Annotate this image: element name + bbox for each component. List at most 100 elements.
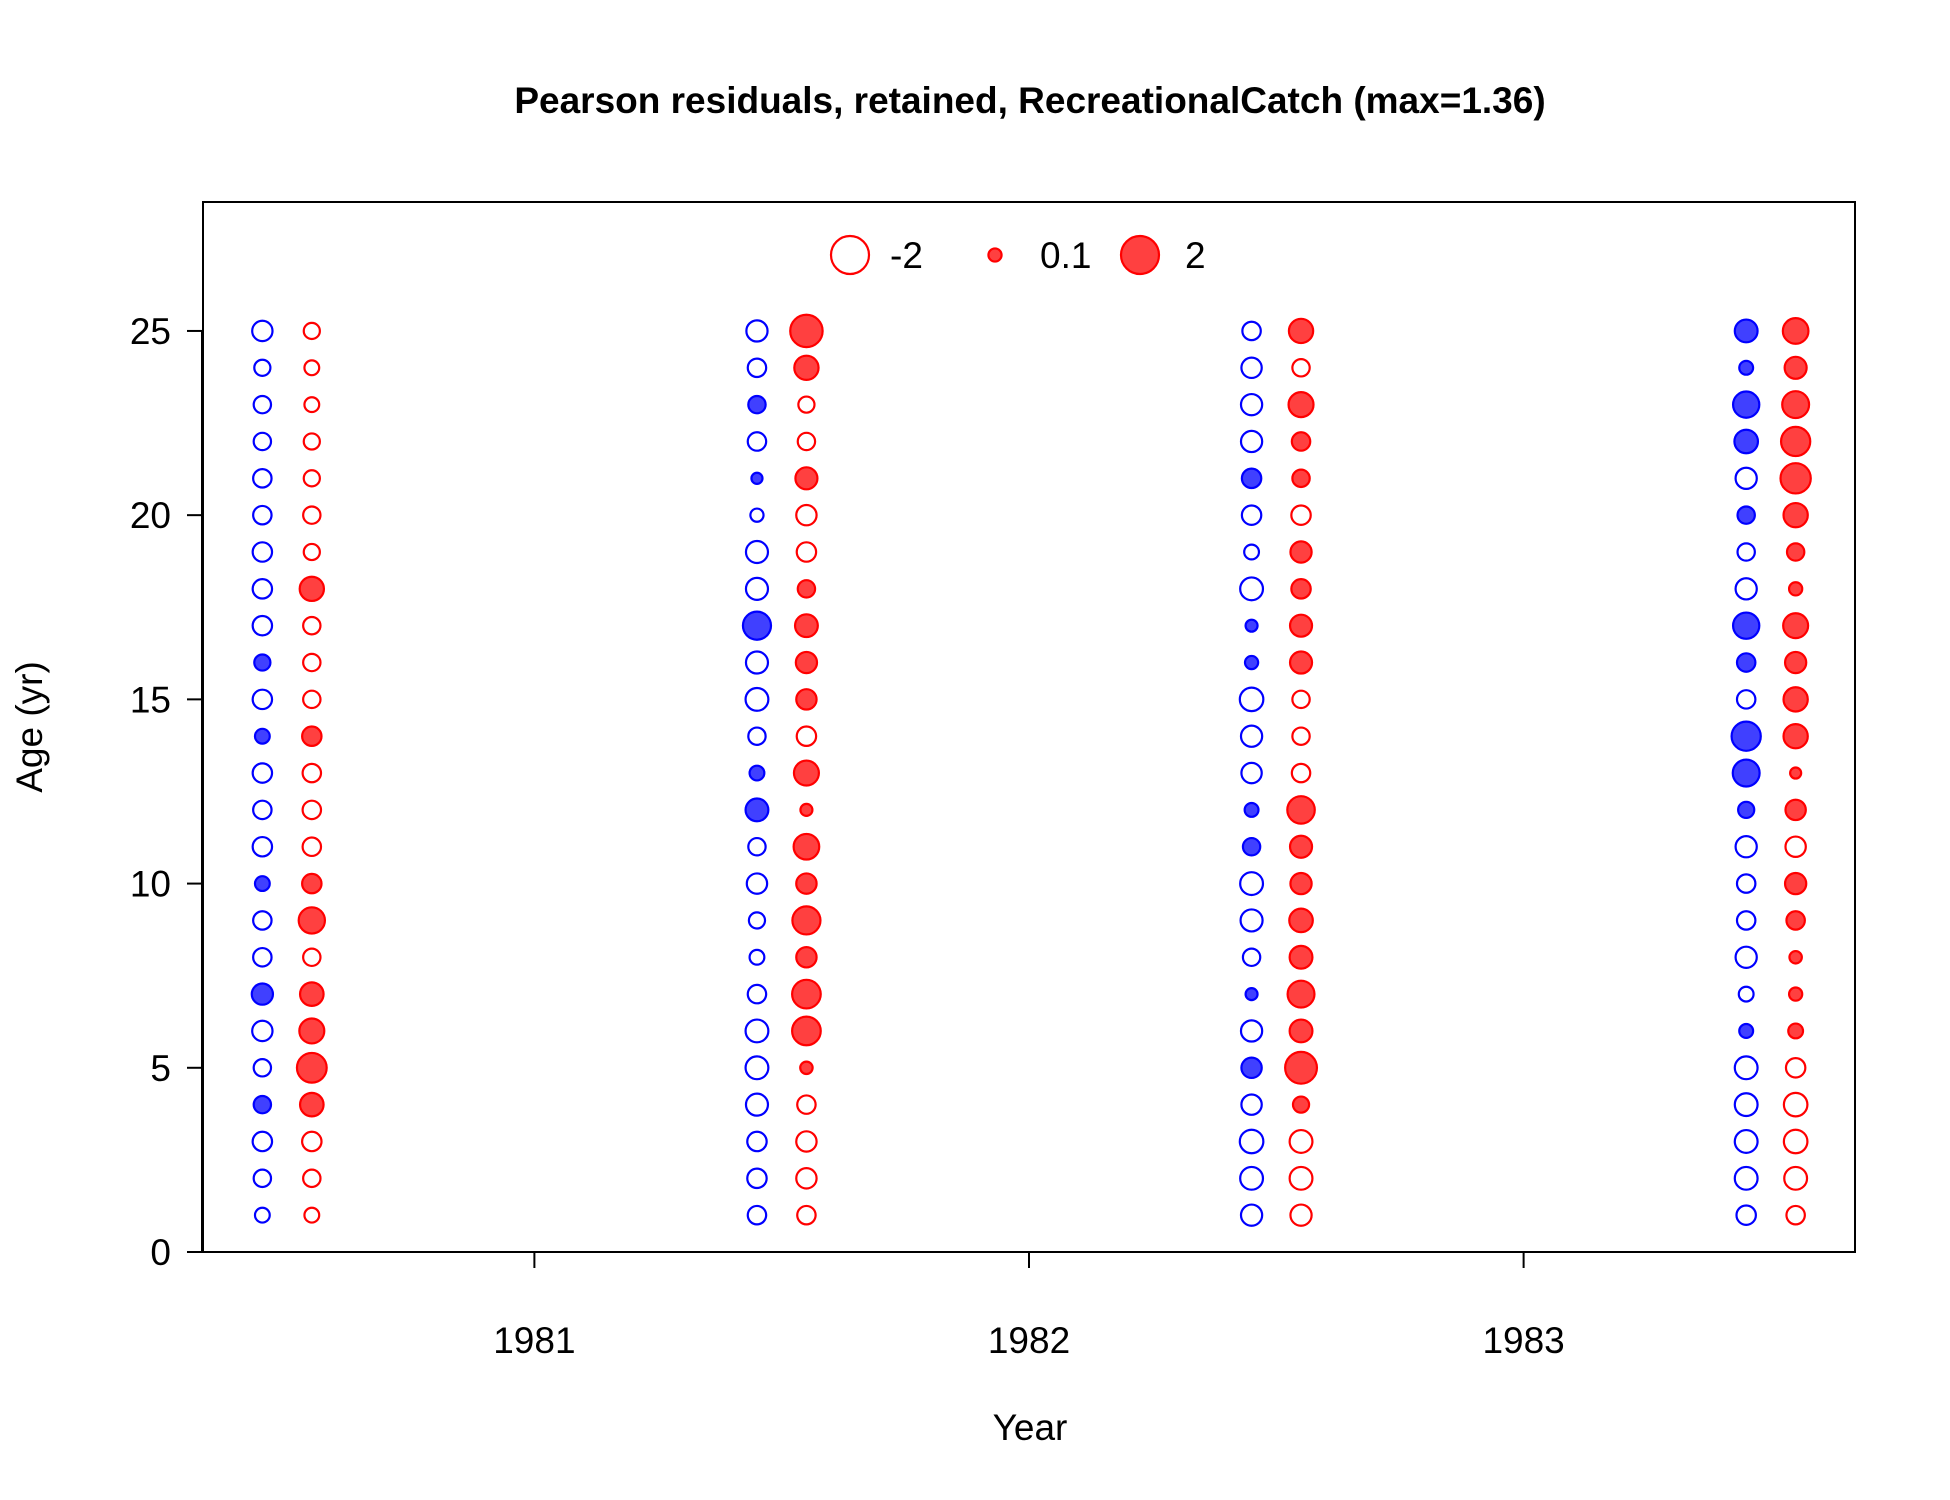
y-axis: 0 5 10 15 20 25 xyxy=(130,311,203,1273)
residual-bubble xyxy=(1289,871,1313,896)
residual-bubble xyxy=(1291,358,1311,378)
residual-bubble xyxy=(301,725,323,748)
residual-bubble xyxy=(1787,1022,1805,1040)
residual-bubble xyxy=(302,652,322,673)
residual-bubble xyxy=(1290,578,1312,600)
residual-bubble xyxy=(1735,1204,1757,1226)
residual-bubble xyxy=(252,431,273,452)
residual-bubble xyxy=(1733,1128,1759,1154)
residual-bubble xyxy=(252,910,273,931)
residual-bubble xyxy=(302,432,321,451)
residual-bubble xyxy=(1783,871,1808,896)
residual-bubble xyxy=(1734,577,1758,601)
residual-bubble xyxy=(792,759,820,787)
residual-bubble xyxy=(253,1206,271,1224)
residual-bubble xyxy=(1290,504,1312,526)
residual-bubble xyxy=(1784,1056,1807,1079)
y-tick-label: 20 xyxy=(130,495,171,536)
residual-bubble xyxy=(1734,945,1758,969)
residual-bubble xyxy=(251,762,274,784)
residual-bubble xyxy=(250,982,275,1006)
residual-bubble xyxy=(791,1015,822,1047)
residual-bubble xyxy=(252,1058,273,1078)
residual-bubble xyxy=(302,469,321,488)
y-tick-label: 25 xyxy=(130,311,171,352)
residual-bubble xyxy=(303,396,321,414)
residual-bubble xyxy=(746,983,768,1005)
residual-bubble xyxy=(796,579,817,599)
residual-bubble xyxy=(746,1130,768,1153)
residual-bubble xyxy=(744,539,770,565)
residual-bubble xyxy=(1286,795,1316,825)
residual-bubble xyxy=(1239,576,1265,602)
residual-bubble xyxy=(794,466,819,491)
residual-bubble xyxy=(799,802,814,817)
residual-bubble xyxy=(1787,581,1804,597)
residual-bubble xyxy=(741,610,773,641)
residual-bubble xyxy=(251,1130,274,1153)
residual-bubble xyxy=(1241,320,1262,342)
residual-bubble xyxy=(1288,1128,1314,1154)
residual-bubble xyxy=(795,1130,818,1153)
residual-bubble xyxy=(1240,356,1263,380)
residual-bubble xyxy=(1289,540,1313,564)
residual-bubble xyxy=(795,541,818,563)
residual-bubble xyxy=(745,872,769,895)
x-tick-label: 1983 xyxy=(1482,1320,1564,1361)
residual-bubble xyxy=(1241,947,1262,968)
residual-bubble xyxy=(791,905,822,936)
residual-bubble xyxy=(253,727,271,745)
residual-bubble xyxy=(1240,1056,1263,1080)
residual-bubble xyxy=(747,394,767,415)
residual-bubble xyxy=(1284,1050,1319,1085)
residual-bubble xyxy=(251,319,274,343)
residual-bubble xyxy=(747,726,767,746)
residual-bubble xyxy=(1289,1203,1313,1227)
residual-bubble xyxy=(1782,686,1809,713)
residual-bubble xyxy=(794,650,819,675)
x-tick-label: 1981 xyxy=(493,1320,575,1361)
residual-bubble xyxy=(1730,720,1762,752)
residual-bubble xyxy=(1779,425,1812,458)
residual-bubble xyxy=(1731,758,1761,788)
residual-bubble xyxy=(1288,944,1314,970)
residual-bubble xyxy=(750,471,764,485)
chart-title: Pearson residuals, retained, Recreationa… xyxy=(514,80,1545,121)
residual-bubble xyxy=(791,978,822,1010)
residual-bubble xyxy=(795,503,818,527)
residual-bubble xyxy=(1287,391,1315,419)
residual-bubble xyxy=(1737,800,1756,820)
residual-bubble xyxy=(252,799,273,821)
y-axis-label: Age (yr) xyxy=(9,661,50,793)
residual-bubble xyxy=(298,1017,326,1045)
residual-bubble xyxy=(1239,1165,1265,1191)
residual-bubble xyxy=(1239,392,1264,417)
residual-bubble xyxy=(1291,726,1311,746)
residual-bubble xyxy=(1733,1165,1759,1191)
residual-bubble xyxy=(253,653,272,672)
residual-bubble xyxy=(1288,1165,1314,1191)
residual-bubble xyxy=(1781,390,1811,420)
residual-bubble xyxy=(744,1055,770,1081)
x-tick-label: 1982 xyxy=(988,1320,1070,1361)
residual-bubble xyxy=(1783,355,1808,380)
legend-symbol xyxy=(829,234,871,276)
residual-bubble xyxy=(1288,834,1314,859)
y-tick-label: 0 xyxy=(150,1232,171,1273)
residual-bubble xyxy=(744,576,770,601)
residual-bubble xyxy=(795,1167,818,1190)
residual-bubble xyxy=(301,799,323,821)
residual-bubble xyxy=(1736,542,1756,562)
residual-bubble xyxy=(1782,722,1809,750)
residual-bubble xyxy=(1286,979,1316,1009)
residual-bubble xyxy=(1243,543,1261,561)
residual-bubble xyxy=(746,1167,768,1190)
residual-bubble xyxy=(1243,801,1260,818)
residual-bubble xyxy=(301,872,323,895)
residual-bubble xyxy=(793,354,820,382)
residual-bubble xyxy=(1785,542,1806,562)
residual-bubble xyxy=(252,468,273,489)
residual-bubble xyxy=(297,906,327,935)
residual-bubble xyxy=(1785,1204,1806,1226)
